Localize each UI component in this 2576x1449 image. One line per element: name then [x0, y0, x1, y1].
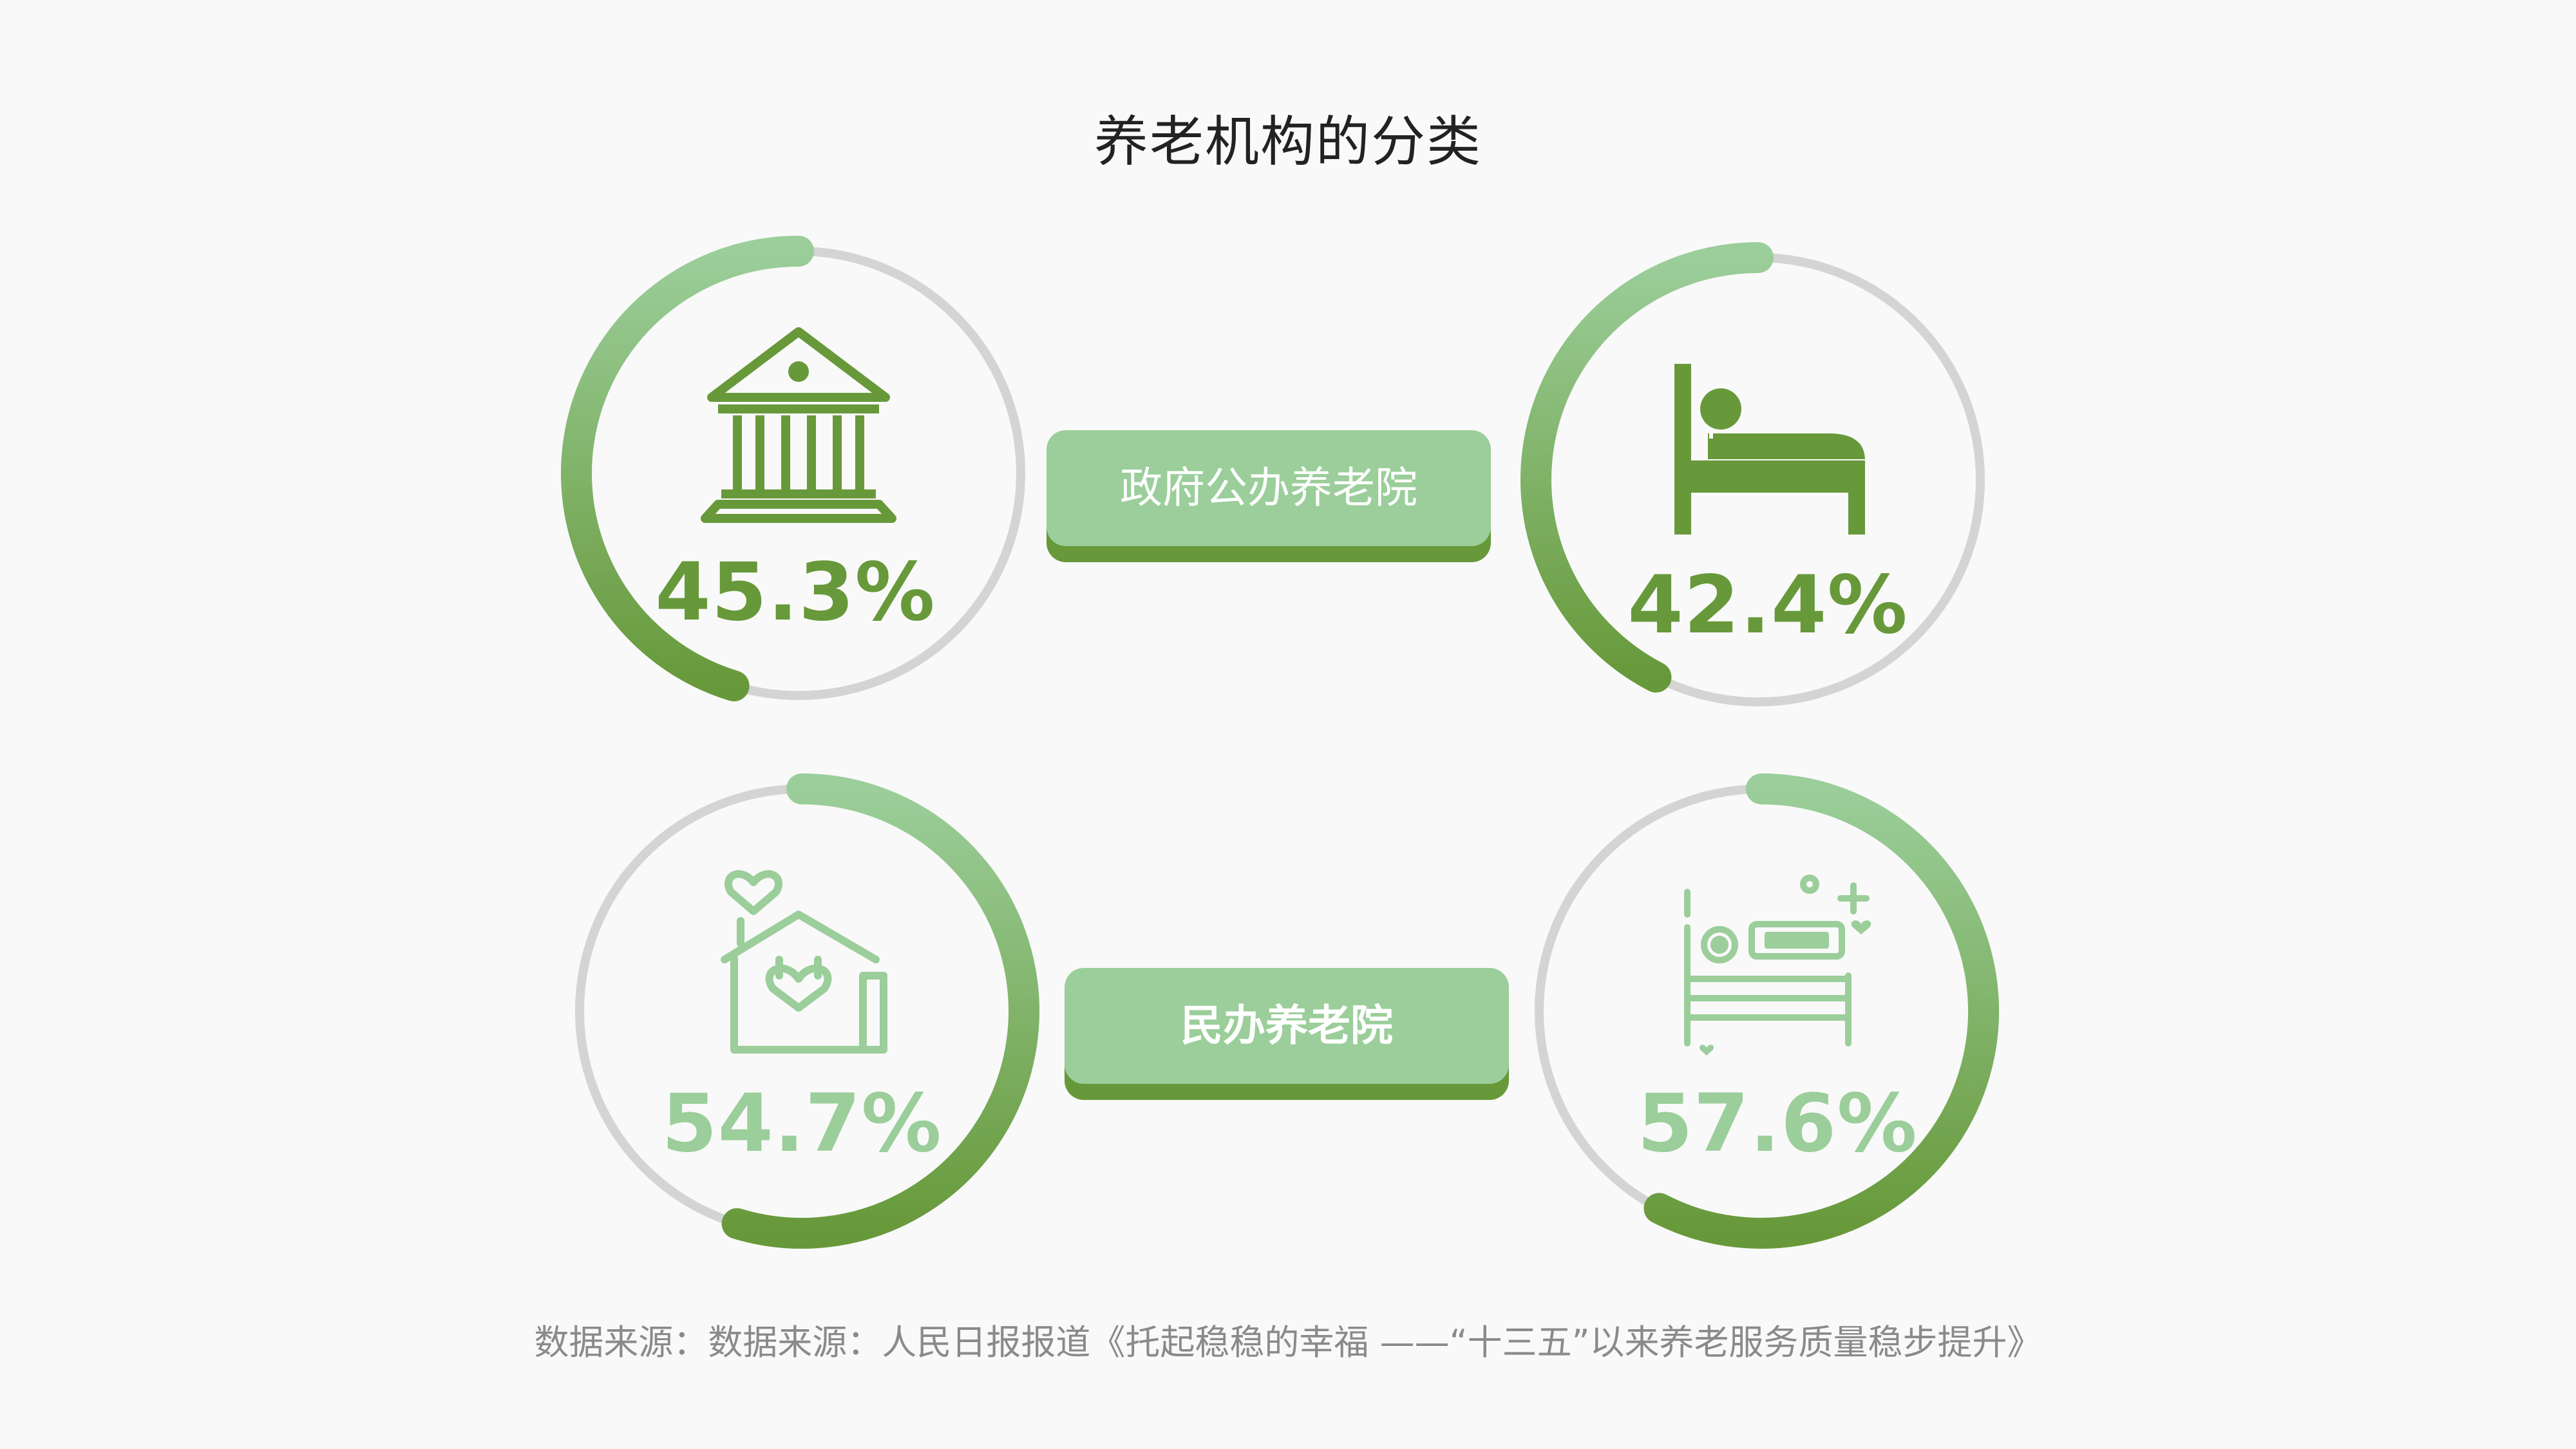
value-public-building: 45.3%	[655, 546, 936, 639]
label-private-text: 民办养老院	[1065, 968, 1509, 1084]
government-building-icon	[701, 327, 896, 523]
data-source-note: 数据来源：数据来源：人民日报报道《托起稳稳的幸福 ——“十三五”以来养老服务质量…	[534, 1322, 2042, 1363]
label-public-text: 政府公办养老院	[1046, 430, 1491, 546]
label-public-nursing-home: 政府公办养老院	[1046, 430, 1491, 562]
house-heart-icon	[721, 870, 887, 1054]
ring-arc-3	[1643, 773, 1999, 1249]
value-public-bed: 42.4%	[1627, 559, 1908, 652]
bed-icon	[1674, 364, 1865, 535]
ring-arc-1	[1520, 242, 1774, 693]
ring-arc-2	[721, 773, 1039, 1249]
value-private-house: 54.7%	[661, 1077, 942, 1170]
label-private-nursing-home: 民办养老院	[1065, 968, 1509, 1100]
ring-arc-0	[561, 236, 814, 702]
value-private-hospital-bed: 57.6%	[1637, 1077, 1918, 1170]
hospital-bed-icon	[1684, 875, 1871, 1056]
chart-title: 养老机构的分类	[1094, 110, 1482, 173]
